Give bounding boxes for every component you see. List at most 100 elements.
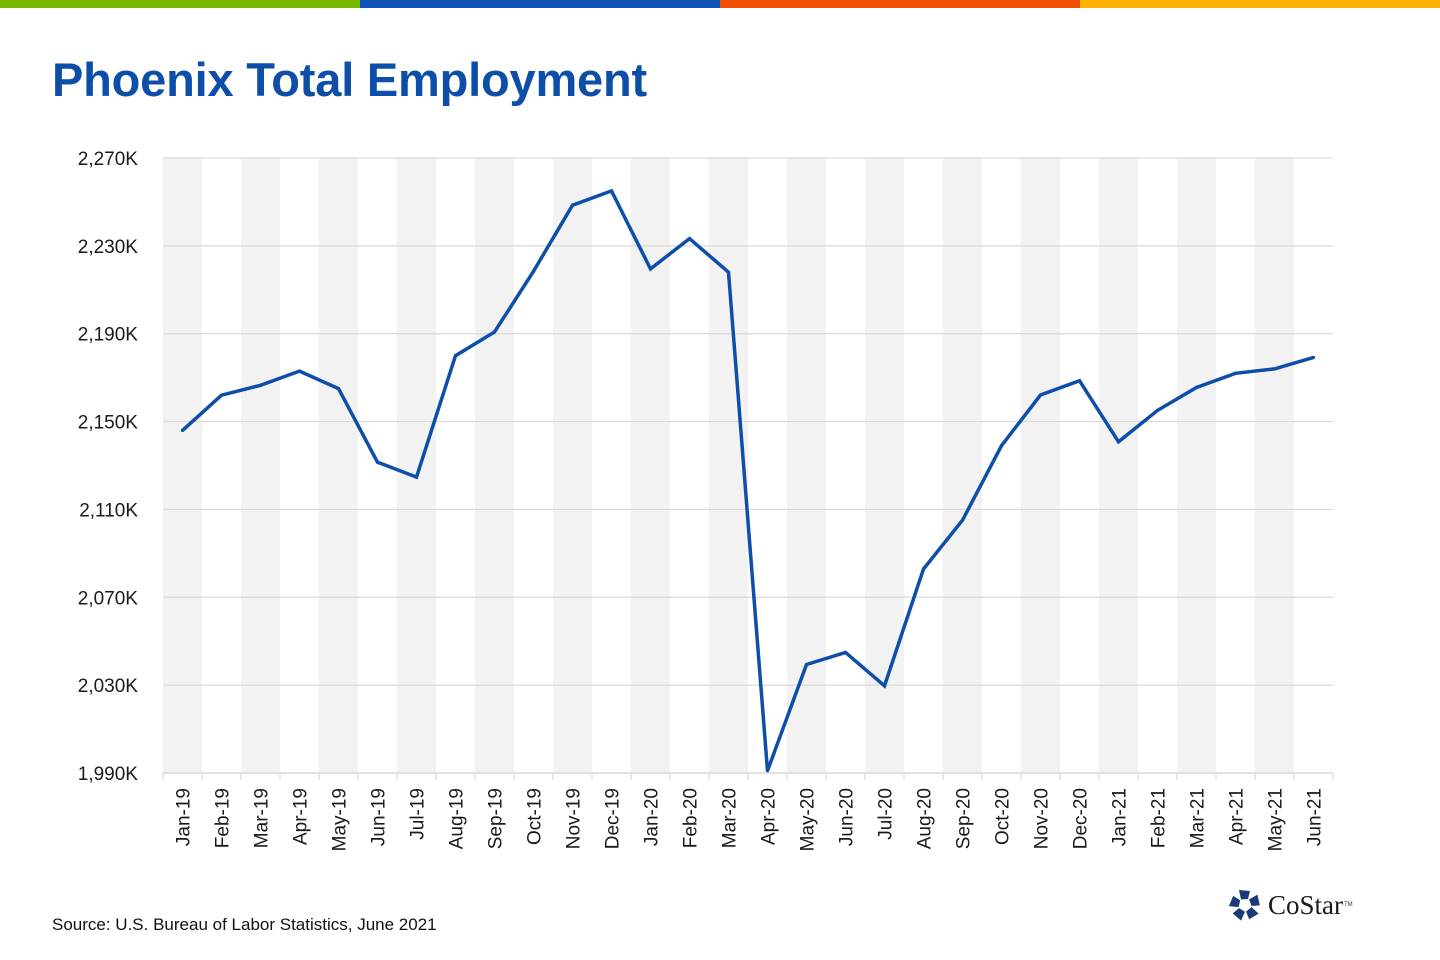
x-tick-label: Jun-20 bbox=[837, 788, 858, 846]
y-tick-label: 2,110K bbox=[79, 500, 138, 521]
accent-bar bbox=[0, 0, 1440, 8]
logo-petal bbox=[1248, 894, 1260, 906]
x-tick-label: Feb-20 bbox=[681, 788, 702, 848]
data-point bbox=[1116, 440, 1121, 444]
data-point bbox=[336, 387, 341, 391]
column-stripe bbox=[943, 158, 982, 773]
column-stripe bbox=[553, 158, 592, 773]
x-tick-label: Jan-19 bbox=[174, 788, 195, 846]
x-tick-label: Jun-21 bbox=[1305, 788, 1326, 846]
data-point bbox=[843, 650, 848, 655]
column-stripe bbox=[865, 158, 904, 773]
x-tick-label: Jul-19 bbox=[408, 788, 429, 840]
logo-petal bbox=[1232, 908, 1245, 921]
x-tick-label: Jun-19 bbox=[369, 788, 390, 846]
logo-trademark: TM bbox=[1344, 902, 1353, 908]
costar-star-icon bbox=[1228, 890, 1260, 921]
series-layer bbox=[180, 188, 1316, 773]
y-tick-label: 2,190K bbox=[78, 325, 139, 346]
accent-bar-orange bbox=[720, 0, 1080, 8]
column-stripe bbox=[319, 158, 358, 773]
y-tick-label: 1,990K bbox=[78, 764, 139, 785]
x-tick-label: Jan-21 bbox=[1110, 788, 1131, 846]
data-point bbox=[375, 460, 380, 464]
x-tick-label: May-20 bbox=[798, 788, 819, 851]
x-tick-label: Feb-21 bbox=[1149, 788, 1170, 848]
data-point bbox=[882, 684, 887, 688]
accent-bar-yellow bbox=[1080, 0, 1440, 8]
x-tick-label: Mar-19 bbox=[252, 788, 273, 848]
data-point bbox=[999, 444, 1004, 448]
data-point bbox=[609, 189, 614, 193]
data-point bbox=[492, 330, 497, 334]
costar-logo: CoStar TM bbox=[1228, 888, 1353, 922]
column-stripe bbox=[475, 158, 514, 773]
data-point bbox=[726, 270, 731, 274]
x-tick-label: Oct-20 bbox=[993, 788, 1014, 845]
x-tick-label: Sep-20 bbox=[954, 788, 975, 849]
x-tick-label: Oct-19 bbox=[525, 788, 546, 845]
x-tick-label: Mar-20 bbox=[720, 788, 741, 848]
data-point bbox=[687, 237, 692, 241]
data-point bbox=[297, 369, 302, 373]
column-stripe bbox=[241, 158, 280, 773]
series-line bbox=[181, 188, 1314, 772]
x-tick-label: May-19 bbox=[330, 788, 351, 851]
data-point bbox=[453, 354, 458, 358]
x-tick-label: Feb-19 bbox=[213, 788, 234, 848]
data-point bbox=[1077, 379, 1082, 383]
data-point bbox=[1272, 367, 1277, 371]
data-point bbox=[258, 383, 263, 387]
column-stripe bbox=[1255, 158, 1294, 773]
data-point bbox=[1038, 393, 1043, 397]
x-tick-label: Dec-20 bbox=[1071, 788, 1092, 849]
x-tick-label: Jan-20 bbox=[642, 788, 663, 846]
data-point bbox=[219, 393, 224, 397]
x-tick-label: Apr-21 bbox=[1227, 788, 1248, 845]
data-point bbox=[1311, 355, 1316, 360]
column-stripe bbox=[397, 158, 436, 773]
column-stripe bbox=[1177, 158, 1216, 773]
y-tick-label: 2,070K bbox=[78, 588, 139, 609]
column-stripe bbox=[163, 158, 202, 773]
data-point bbox=[1194, 385, 1199, 390]
logo-text: CoStar bbox=[1268, 890, 1344, 920]
column-stripe bbox=[1099, 158, 1138, 773]
x-tick-label: Sep-19 bbox=[486, 788, 507, 849]
column-stripe bbox=[787, 158, 826, 773]
accent-bar-blue bbox=[360, 0, 720, 8]
logo-petal bbox=[1246, 907, 1259, 920]
x-tick-label: Apr-20 bbox=[759, 788, 780, 845]
accent-bar-green bbox=[0, 0, 360, 8]
x-tick-label: Dec-19 bbox=[603, 788, 624, 849]
data-point bbox=[765, 769, 770, 773]
logo-petal bbox=[1228, 895, 1241, 908]
y-tick-label: 2,150K bbox=[78, 413, 139, 434]
x-tick-label: Jul-20 bbox=[876, 788, 897, 840]
data-point bbox=[960, 518, 965, 522]
column-stripe bbox=[631, 158, 670, 773]
x-tick-label: Mar-21 bbox=[1188, 788, 1209, 848]
y-tick-label: 2,230K bbox=[78, 237, 139, 258]
data-point bbox=[921, 567, 926, 571]
column-stripe bbox=[1021, 158, 1060, 773]
source-note: Source: U.S. Bureau of Labor Statistics,… bbox=[52, 915, 437, 934]
logo-petal bbox=[1239, 890, 1250, 900]
column-shading bbox=[163, 158, 1294, 773]
data-point bbox=[531, 269, 536, 273]
data-point bbox=[648, 267, 653, 271]
y-axis: 1,990K 2,030K 2,070K 2,110K 2,150K 2,190K 2,23… bbox=[78, 149, 139, 785]
data-point bbox=[414, 475, 419, 479]
data-point bbox=[570, 203, 575, 207]
y-tick-label: 2,030K bbox=[78, 676, 139, 697]
x-tick-label: Aug-19 bbox=[447, 788, 468, 849]
x-tick-label: May-21 bbox=[1266, 788, 1287, 851]
data-point bbox=[1155, 408, 1160, 412]
x-tick-label: Aug-20 bbox=[915, 788, 936, 849]
x-axis bbox=[162, 772, 1334, 780]
x-tick-label: Apr-19 bbox=[291, 788, 312, 845]
data-point bbox=[180, 428, 185, 432]
x-tick-label: Nov-20 bbox=[1032, 788, 1053, 849]
data-point bbox=[1233, 371, 1238, 375]
